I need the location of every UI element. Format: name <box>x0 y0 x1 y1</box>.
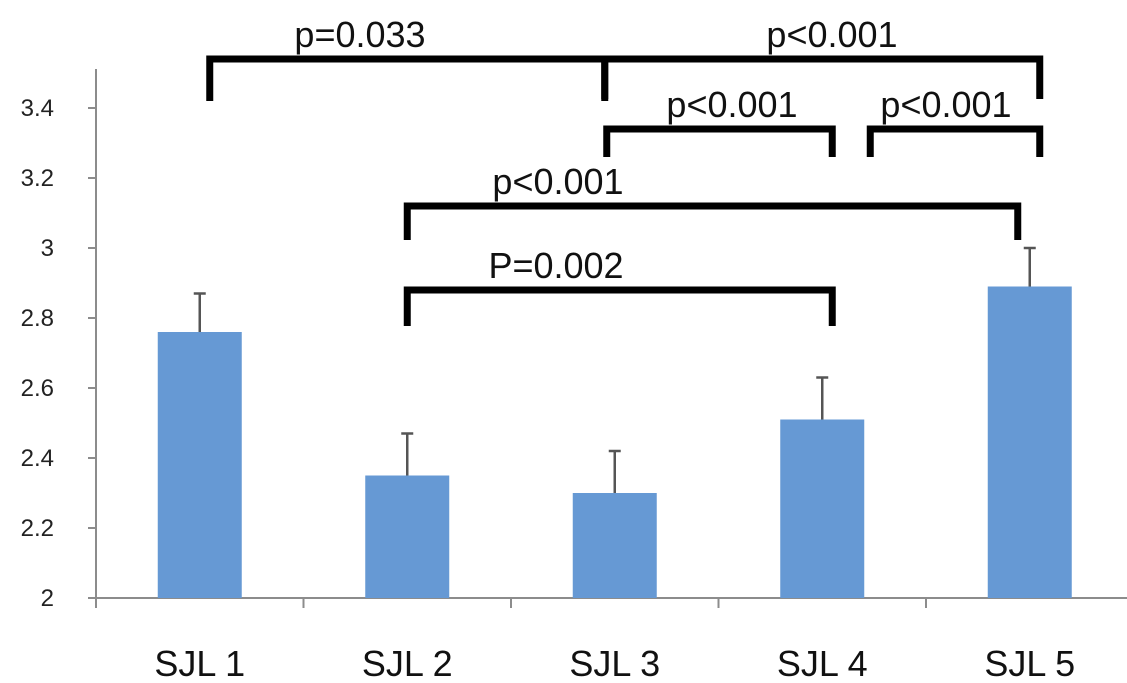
y-tick-label: 2.4 <box>21 445 54 472</box>
bar <box>365 475 450 598</box>
significance-label: P=0.002 <box>488 245 623 286</box>
y-tick-label: 2 <box>41 585 54 612</box>
y-tick-label: 3 <box>41 235 54 262</box>
significance-bracket <box>206 55 609 101</box>
y-tick-label: 3.2 <box>21 165 54 192</box>
significance-label: p<0.001 <box>666 84 797 125</box>
x-category-label: SJL 2 <box>362 643 453 683</box>
y-tick-label: 2.6 <box>21 375 54 402</box>
significance-label: p<0.001 <box>766 14 897 55</box>
x-category-label: SJL 1 <box>154 643 245 683</box>
significance-bracket <box>601 55 1044 99</box>
y-tick-label: 3.4 <box>21 95 54 122</box>
significance-label: p<0.001 <box>880 84 1011 125</box>
bar <box>572 493 657 598</box>
y-tick-label: 2.8 <box>21 305 54 332</box>
x-category-label: SJL 4 <box>777 643 868 683</box>
significance-bracket <box>403 286 836 326</box>
y-tick-label: 2.2 <box>21 515 54 542</box>
bar <box>157 332 242 598</box>
bar <box>780 419 865 598</box>
x-category-label: SJL 5 <box>984 643 1075 683</box>
significance-label: p=0.033 <box>294 14 425 55</box>
bar <box>987 286 1072 598</box>
x-category-label: SJL 3 <box>569 643 660 683</box>
significance-bracket <box>403 202 1022 240</box>
significance-bracket <box>603 125 836 157</box>
significance-label: p<0.001 <box>492 161 623 202</box>
significance-bracket <box>866 125 1044 157</box>
